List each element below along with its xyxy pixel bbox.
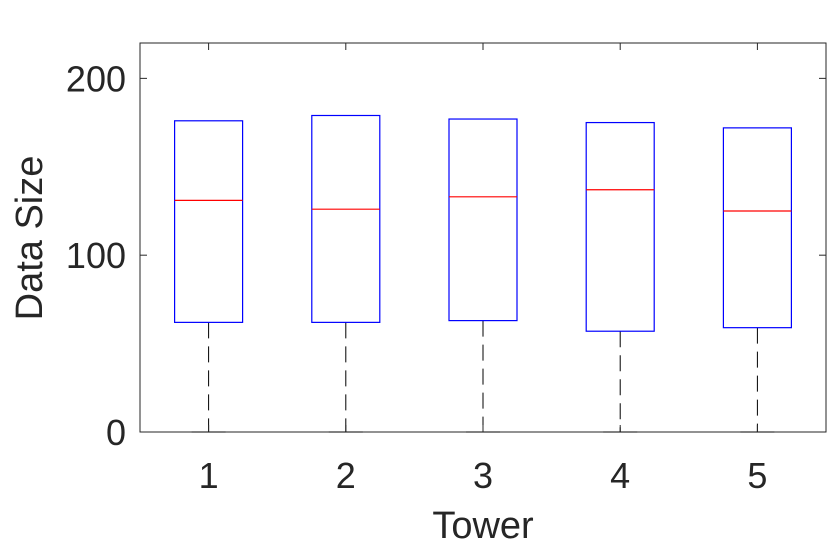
x-tick-label: 1: [199, 455, 219, 496]
x-tick-label: 4: [610, 455, 630, 496]
plot-area: [139, 42, 827, 433]
x-axis-title: Tower: [432, 505, 534, 543]
y-tick-label: 200: [66, 58, 126, 99]
x-tick-label: 2: [336, 455, 356, 496]
box: [448, 118, 518, 322]
y-tick-label: 100: [66, 235, 126, 276]
y-axis-title: Data Size: [9, 156, 51, 321]
x-tick-label: 5: [747, 455, 767, 496]
x-tick-label: 3: [473, 455, 493, 496]
box: [585, 121, 655, 332]
y-tick-label: 0: [106, 412, 126, 453]
box: [722, 127, 793, 329]
box: [174, 120, 244, 323]
axis-ticks: 1 2 3 4 5 0 100 200: [66, 43, 826, 496]
box: [311, 114, 381, 323]
box-group-5: [722, 127, 793, 433]
box-group-2: [311, 114, 381, 433]
